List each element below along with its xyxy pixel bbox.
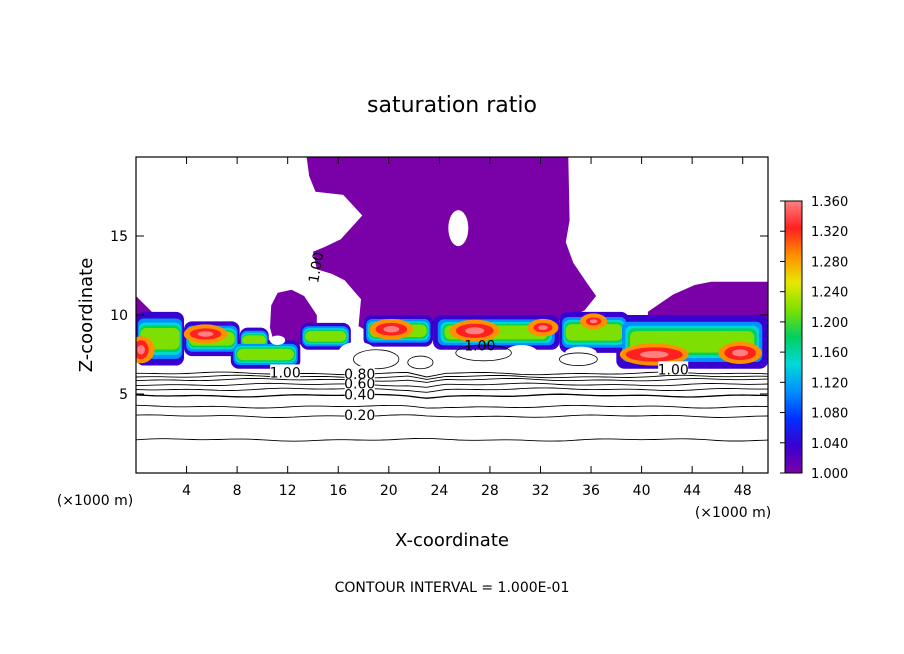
contour-label: 1.00 bbox=[658, 362, 689, 378]
colorbar-tick-label: 1.160 bbox=[811, 346, 848, 361]
contour-label: 0.80 bbox=[344, 367, 375, 383]
hotspot-core bbox=[465, 327, 485, 335]
contour-interval-note: CONTOUR INTERVAL = 1.000E-01 bbox=[335, 580, 570, 596]
x-tick-label: 12 bbox=[279, 483, 297, 499]
contour-label: 1.00 bbox=[464, 339, 495, 355]
x-tick-label: 48 bbox=[734, 483, 752, 499]
y-tick-label: 5 bbox=[119, 387, 128, 403]
contour-loop bbox=[353, 349, 400, 370]
x-tick-label: 8 bbox=[233, 483, 242, 499]
contour-label: 0.20 bbox=[344, 408, 375, 424]
band-layer bbox=[242, 335, 267, 346]
x-tick-label: 28 bbox=[481, 483, 499, 499]
band-layer bbox=[304, 330, 347, 342]
contour-label-bg bbox=[658, 361, 689, 375]
contour-line bbox=[136, 414, 768, 418]
contour-line bbox=[136, 382, 768, 388]
hotspot-core bbox=[640, 350, 669, 359]
y-tick-label: 10 bbox=[110, 308, 128, 324]
band-layer bbox=[237, 348, 295, 361]
x-tick-label: 32 bbox=[532, 483, 550, 499]
colorbar-tick-label: 1.280 bbox=[811, 255, 848, 270]
contour-label-bg bbox=[344, 407, 375, 421]
chart-title: saturation ratio bbox=[367, 93, 537, 118]
hotspot-core bbox=[197, 331, 214, 337]
y-axis-ticks: 5 10 15 bbox=[110, 229, 768, 403]
contour-line bbox=[136, 374, 768, 380]
colorbar-tick-label: 1.200 bbox=[811, 316, 848, 331]
cloud-region-upper bbox=[306, 157, 597, 334]
contour-label-bg bbox=[344, 386, 375, 400]
contour-label-bg bbox=[344, 366, 375, 380]
x-unit-left: (×1000 m) bbox=[57, 493, 133, 509]
contour-line bbox=[136, 404, 768, 409]
colorbar-ticks: 1.000 1.040 1.080 1.120 1.160 1.200 1.240 1.280… bbox=[780, 195, 848, 482]
x-axis-label: X-coordinate bbox=[395, 530, 509, 551]
hotspot-core bbox=[137, 345, 145, 355]
contour-label: 1.00 bbox=[270, 365, 301, 381]
cloud-hole bbox=[448, 210, 469, 247]
contour-loop bbox=[559, 352, 598, 366]
colorbar-tick-label: 1.000 bbox=[811, 467, 848, 482]
colorbar-tick-label: 1.320 bbox=[811, 225, 848, 240]
contour-labels: 0.20 0.400.600.80 1.00 1.00 1.00 1.00 bbox=[270, 251, 689, 424]
colorbar-tick-label: 1.240 bbox=[811, 286, 848, 301]
hotspot-core bbox=[538, 325, 548, 331]
colorbar bbox=[784, 200, 803, 474]
colorbar-tick-label: 1.360 bbox=[811, 195, 848, 210]
clear-pocket bbox=[338, 341, 377, 364]
x-tick-label: 4 bbox=[182, 483, 191, 499]
hotspot-core bbox=[589, 319, 598, 324]
contour-line bbox=[136, 378, 768, 383]
x-axis-ticks: 4 8 12 16 20 24 28 32 36 40 44 48 bbox=[182, 157, 752, 499]
contour-line bbox=[136, 393, 768, 399]
band-layer bbox=[565, 324, 623, 341]
hotspot-core bbox=[732, 349, 749, 357]
x-tick-label: 24 bbox=[430, 483, 448, 499]
colorbar-tick-label: 1.080 bbox=[811, 407, 848, 422]
colorbar-tick-label: 1.040 bbox=[811, 437, 848, 452]
clear-pocket bbox=[401, 348, 427, 364]
hotspot-core bbox=[383, 326, 400, 333]
contour-line bbox=[136, 387, 768, 393]
x-unit-right: (×1000 m) bbox=[695, 505, 771, 521]
clear-pocket bbox=[269, 335, 286, 346]
contour-label-bg bbox=[270, 364, 301, 378]
contour-label: 0.60 bbox=[344, 377, 375, 393]
colorbar-tick-label: 1.120 bbox=[811, 376, 848, 391]
x-tick-label: 36 bbox=[582, 483, 600, 499]
contour-loop bbox=[407, 355, 434, 370]
y-axis-label: Z-coordinate bbox=[76, 258, 97, 373]
contour-label: 1.00 bbox=[306, 251, 327, 284]
contour-loop bbox=[455, 344, 512, 362]
x-tick-label: 20 bbox=[380, 483, 398, 499]
x-tick-label: 44 bbox=[683, 483, 701, 499]
x-tick-label: 16 bbox=[329, 483, 347, 499]
y-tick-label: 15 bbox=[110, 229, 128, 245]
x-tick-label: 40 bbox=[633, 483, 651, 499]
clear-pocket bbox=[505, 345, 538, 361]
saturation-field bbox=[136, 157, 768, 369]
contour-line bbox=[136, 437, 768, 442]
contour-label: 0.40 bbox=[344, 388, 375, 404]
